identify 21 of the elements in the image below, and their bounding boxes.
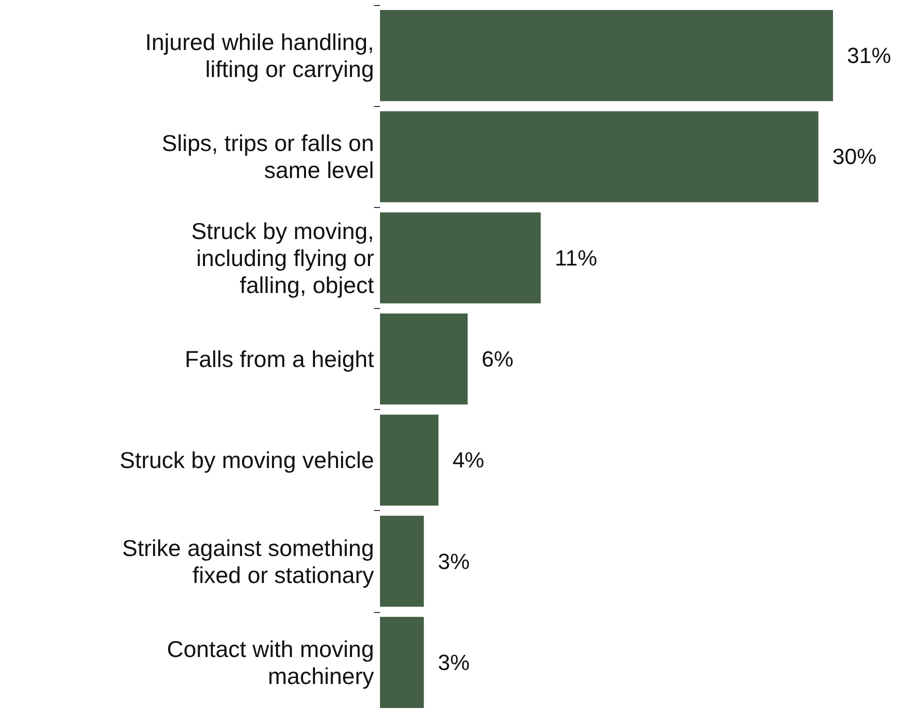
data-label: 30% — [832, 144, 876, 170]
y-tick-label: Struck by moving, including flying or falling, object — [191, 218, 375, 298]
data-label: 3% — [438, 650, 470, 675]
data-label: 31% — [847, 43, 892, 68]
bar — [380, 10, 833, 102]
y-tick-label: Struck by moving vehicle — [120, 447, 374, 474]
y-tick-label: Contact with moving machinery — [166, 636, 374, 689]
bar — [380, 212, 541, 304]
y-tick-label: Injured while handling, lifting or carrying — [145, 29, 374, 82]
y-tick-label: Slips, trips or falls on same level — [162, 130, 374, 184]
bar — [380, 616, 424, 708]
bar — [380, 111, 818, 202]
y-tick-label: Strike against something fixed or stationary — [122, 534, 374, 588]
bar — [380, 313, 468, 405]
data-label: 4% — [452, 448, 484, 473]
data-label: 3% — [438, 548, 470, 574]
bar — [380, 516, 424, 607]
bar — [380, 414, 438, 506]
data-label: 11% — [554, 245, 598, 270]
y-tick-label: Falls from a height — [184, 346, 375, 372]
data-label: 6% — [482, 346, 514, 372]
